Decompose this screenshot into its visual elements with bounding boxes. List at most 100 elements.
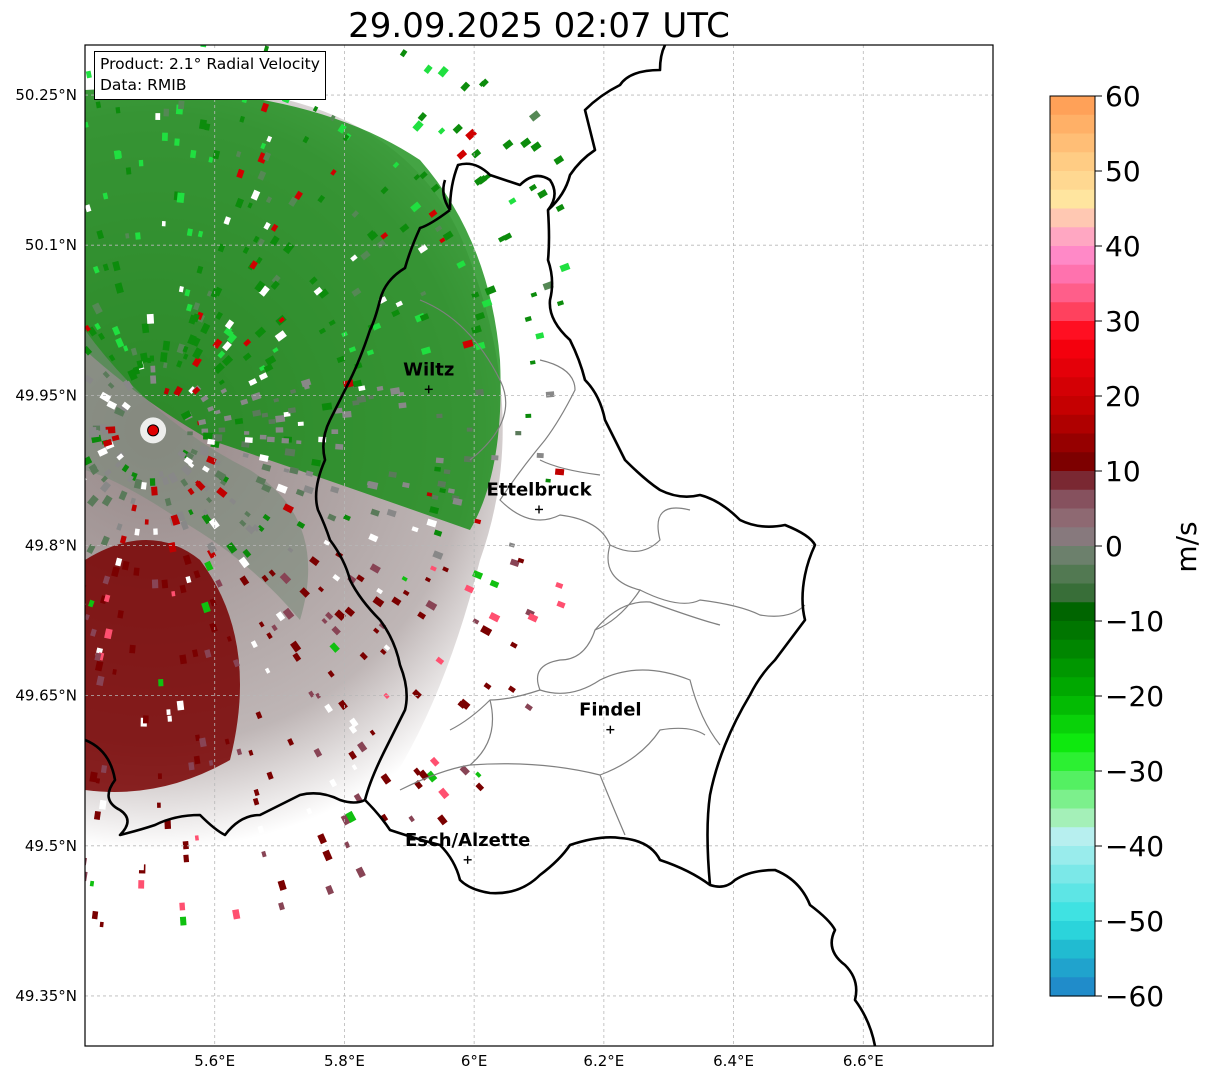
echo-pixel <box>313 748 323 758</box>
echo-pixel <box>430 565 437 572</box>
echo-pixel <box>325 611 334 620</box>
echo-pixel <box>191 356 202 368</box>
echo-pixel <box>274 330 287 342</box>
echo-pixel <box>297 421 304 426</box>
echo-pixel <box>261 574 269 583</box>
echo-pixel <box>115 557 123 567</box>
echo-pixel <box>432 550 444 560</box>
colorbar-swatch <box>1050 771 1095 791</box>
echo-pixel <box>133 567 140 576</box>
echo-pixel <box>524 703 533 712</box>
echo-pixel <box>161 132 168 141</box>
echo-pixel <box>114 461 122 468</box>
echo-pixel <box>287 546 294 553</box>
echo-pixel <box>245 524 256 535</box>
echo-pixel <box>348 750 357 760</box>
echo-pixel <box>466 427 473 432</box>
echo-pixel <box>281 438 290 444</box>
echo-pixel <box>150 868 156 876</box>
colorbar-swatch <box>1050 527 1095 547</box>
country-border-belgium-france <box>85 738 366 837</box>
echo-pixel <box>456 260 466 269</box>
lon-tick-label: 6.2°E <box>583 1052 624 1070</box>
echo-pixel <box>226 333 238 344</box>
echo-pixel <box>188 762 195 771</box>
echo-pixel <box>287 407 297 414</box>
echo-pixel <box>242 246 250 254</box>
echo-pixel <box>96 675 105 687</box>
echo-pixel <box>158 470 164 478</box>
echo-pixel <box>254 326 267 338</box>
echo-pixel <box>118 490 128 501</box>
echo-pixel <box>215 579 223 588</box>
colorbar-tick-label: 20 <box>1105 380 1141 413</box>
echo-pixel <box>262 151 272 162</box>
echo-pixel <box>95 101 102 109</box>
colorbar-swatch <box>1050 846 1095 866</box>
echo-pixel <box>103 468 112 477</box>
city-marker: Esch/Alzette <box>405 830 530 864</box>
echo-pixel <box>102 371 110 379</box>
colorbar: 60 50 40 30 20 10 0 −10 −20 −30 −40 −50 −60 m/s <box>1049 80 1203 1013</box>
echo-pixel <box>223 326 233 336</box>
echo-pixel <box>86 543 96 555</box>
echo-pixel <box>94 652 102 662</box>
echo-pixel <box>87 494 99 507</box>
echo-pixel <box>437 127 446 135</box>
echo-pixel <box>481 298 493 308</box>
echo-pixel <box>224 319 235 330</box>
echo-pixel <box>188 462 195 468</box>
echo-pixel <box>250 640 258 649</box>
echo-pixel <box>125 167 132 175</box>
echo-pixel <box>545 478 551 483</box>
echo-pixel <box>555 582 564 589</box>
colorbar-swatch <box>1050 396 1095 416</box>
echo-pixel <box>96 230 105 240</box>
echo-pixel <box>439 237 446 244</box>
echo-pixel <box>506 186 515 195</box>
echo-pixel <box>475 388 484 396</box>
echo-pixel <box>554 468 565 476</box>
echo-pixel <box>221 355 234 367</box>
echo-pixel <box>399 49 408 58</box>
echo-pixel <box>324 703 333 713</box>
echo-pixel <box>90 466 100 476</box>
echo-pixel <box>312 105 319 113</box>
echo-pixel <box>452 497 463 506</box>
canton-line <box>599 774 626 836</box>
colorbar-swatch <box>1050 621 1095 641</box>
map-frame <box>84 44 994 1047</box>
colorbar-swatch <box>1050 433 1095 453</box>
colorbar-swatch <box>1050 489 1095 510</box>
echo-pixel <box>424 576 431 583</box>
echo-pixel <box>239 575 250 586</box>
echo-pixel <box>305 470 314 477</box>
echo-pixel <box>216 486 228 498</box>
echo-pixel <box>88 463 98 472</box>
echo-pixel <box>258 285 270 297</box>
echo-pixel <box>318 288 329 299</box>
echo-pixel <box>425 599 438 611</box>
echo-pixel <box>352 379 363 388</box>
echo-pixel <box>100 535 110 547</box>
echo-pixel <box>206 290 213 297</box>
colorbar-swatch <box>1050 171 1095 191</box>
echo-pixel <box>380 773 392 785</box>
echo-pixel <box>163 108 170 117</box>
data-source-label: Data: RMIB <box>100 76 187 94</box>
echo-pixel <box>229 497 237 505</box>
echo-pixel <box>177 449 187 459</box>
echo-pixel <box>167 472 179 484</box>
latitude-axis: 50.25°N 50.1°N 49.95°N 49.8°N 49.65°N 49.5°N 4… <box>15 86 77 1005</box>
echo-pixel <box>204 560 214 572</box>
echo-pixel <box>289 466 299 475</box>
echo-pixel <box>338 699 348 711</box>
echo-pixel <box>372 322 382 331</box>
echo-pixel <box>284 448 296 457</box>
product-info-box: Product: 2.1° Radial Velocity Data: RMIB <box>94 51 326 100</box>
colorbar-swatch <box>1050 827 1095 847</box>
echo-pixel <box>556 600 566 609</box>
echo-pixel <box>336 355 346 364</box>
colorbar-swatch <box>1050 583 1095 603</box>
echo-pixel <box>437 65 449 78</box>
